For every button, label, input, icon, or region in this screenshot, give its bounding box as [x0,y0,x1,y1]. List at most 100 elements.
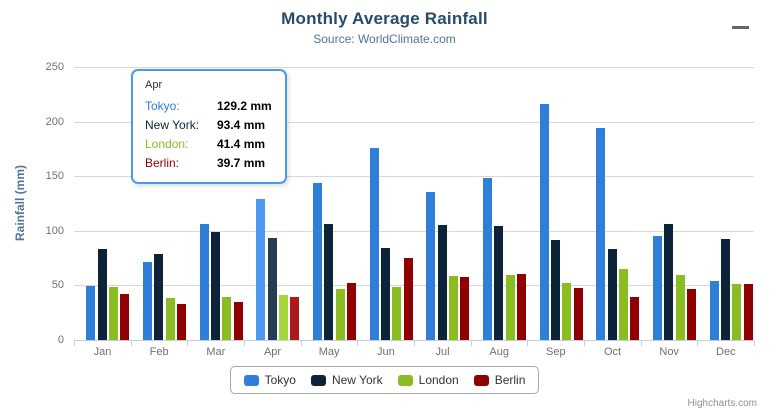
legend-swatch-london [397,374,413,386]
bar-tokyo-nov[interactable] [653,235,663,340]
x-label-dec: Dec [716,346,736,358]
x-tick-10 [640,341,642,346]
legend-item-tokyo[interactable]: Tokyo [243,373,296,387]
bar-berlin-aug[interactable] [517,274,527,340]
x-label-jan: Jan [93,346,112,358]
legend-item-london[interactable]: London [397,373,459,387]
x-tick-11 [697,341,699,346]
bar-london-jul[interactable] [449,275,459,340]
bar-berlin-mar[interactable] [233,302,243,340]
gridline-100 [74,230,754,232]
bar-new-york-mar[interactable] [211,232,221,340]
bar-berlin-jun[interactable] [403,257,413,340]
bar-tokyo-apr[interactable] [256,198,266,340]
legend-swatch-berlin [473,374,489,386]
bar-new-york-apr[interactable] [267,238,277,340]
x-label-feb: Feb [149,346,169,358]
bar-tokyo-jul[interactable] [426,191,436,340]
legend: Tokyo New York London Berlin [229,366,540,394]
bar-berlin-jul[interactable] [460,277,470,340]
bar-new-york-dec[interactable] [721,239,731,340]
bar-new-york-jan[interactable] [97,248,107,340]
x-tick-5 [357,341,359,346]
legend-label: London [418,373,459,387]
bar-london-dec[interactable] [732,284,742,340]
bar-tokyo-feb[interactable] [143,261,153,340]
y-label-100: 100 [45,224,64,237]
tooltip-row-berlin-: Berlin: 39.7 mm [145,154,273,173]
legend-item-new-york[interactable]: New York [310,373,383,387]
bar-berlin-apr[interactable] [290,296,300,340]
tooltip-series-name: London: [145,137,189,151]
bar-tokyo-aug[interactable] [483,177,493,340]
gridline-50 [74,285,754,287]
x-label-mar: Mar [206,346,226,358]
y-label-50: 50 [51,279,64,292]
chart-title: Monthly Average Rainfall [281,9,488,28]
bar-new-york-jul[interactable] [437,225,447,340]
bar-london-aug[interactable] [505,274,515,340]
bar-tokyo-mar[interactable] [199,223,209,340]
bar-new-york-jun[interactable] [381,247,391,340]
x-tick-3 [244,341,245,346]
bar-tokyo-oct[interactable] [596,128,606,340]
tooltip-series-value: 93.4 mm [217,118,266,132]
bar-london-nov[interactable] [675,275,685,340]
y-label-0: 0 [57,334,64,346]
bar-new-york-feb[interactable] [154,254,164,340]
legend-label: New York [331,373,383,387]
bar-tokyo-may[interactable] [313,182,323,340]
bar-new-york-sep[interactable] [551,240,561,340]
bar-berlin-oct[interactable] [630,297,640,340]
bar-london-jun[interactable] [392,287,402,340]
bar-london-mar[interactable] [222,297,232,340]
legend-wrapper: Tokyo New York London Berlin [0,366,769,394]
bar-london-feb[interactable] [165,297,175,340]
x-tick-9 [584,341,585,346]
y-label-150: 150 [45,170,64,183]
x-tick-1 [130,341,132,346]
x-label-jun: Jun [376,346,395,358]
bar-berlin-jan[interactable] [120,293,130,340]
y-label-200: 200 [45,115,64,128]
tooltip-header: Apr [145,79,163,91]
x-label-sep: Sep [546,346,566,358]
plot-area [74,67,755,346]
y-axis-title: Rainfall (mm) [13,165,27,242]
tooltip-rows: Tokyo: 129.2 mm New York: 93.4 mm London: 41.… [145,97,273,173]
bar-london-sep[interactable] [562,282,572,340]
x-tick-4 [300,341,302,346]
tooltip-series-name: Berlin: [145,156,180,170]
x-tick-7 [470,341,472,346]
credits-link[interactable]: Highcharts.com [687,398,757,409]
bar-berlin-sep[interactable] [573,288,583,340]
export-menu-button[interactable] [732,13,754,31]
bar-tokyo-jun[interactable] [369,147,379,340]
x-tick-6 [414,341,415,346]
bar-tokyo-dec[interactable] [709,280,719,340]
bar-london-apr[interactable] [279,294,289,340]
bar-london-jan[interactable] [109,286,119,340]
x-label-may: May [318,346,340,358]
chart-subtitle: Source: WorldClimate.com [313,32,456,46]
bar-london-oct[interactable] [619,268,629,340]
tooltip: Apr Tokyo: 129.2 mm New York: 93.4 mm London… [131,69,287,184]
bar-new-york-may[interactable] [324,224,334,340]
bar-tokyo-jan[interactable] [86,285,96,340]
x-axis-line [74,340,754,341]
bar-new-york-aug[interactable] [494,226,504,340]
bar-berlin-may[interactable] [347,282,357,340]
bar-london-may[interactable] [335,288,345,340]
bar-new-york-oct[interactable] [607,248,617,340]
tooltip-series-name: Tokyo: [145,99,180,113]
legend-item-berlin[interactable]: Berlin [473,373,525,387]
x-label-apr: Apr [263,346,282,358]
bar-new-york-nov[interactable] [664,223,674,340]
bar-berlin-dec[interactable] [743,284,753,340]
bar-berlin-feb[interactable] [177,303,187,340]
bar-berlin-nov[interactable] [687,288,697,340]
tooltip-row-tokyo-: Tokyo: 129.2 mm [145,97,273,116]
x-tick-8 [527,341,529,346]
bar-tokyo-sep[interactable] [539,103,549,340]
